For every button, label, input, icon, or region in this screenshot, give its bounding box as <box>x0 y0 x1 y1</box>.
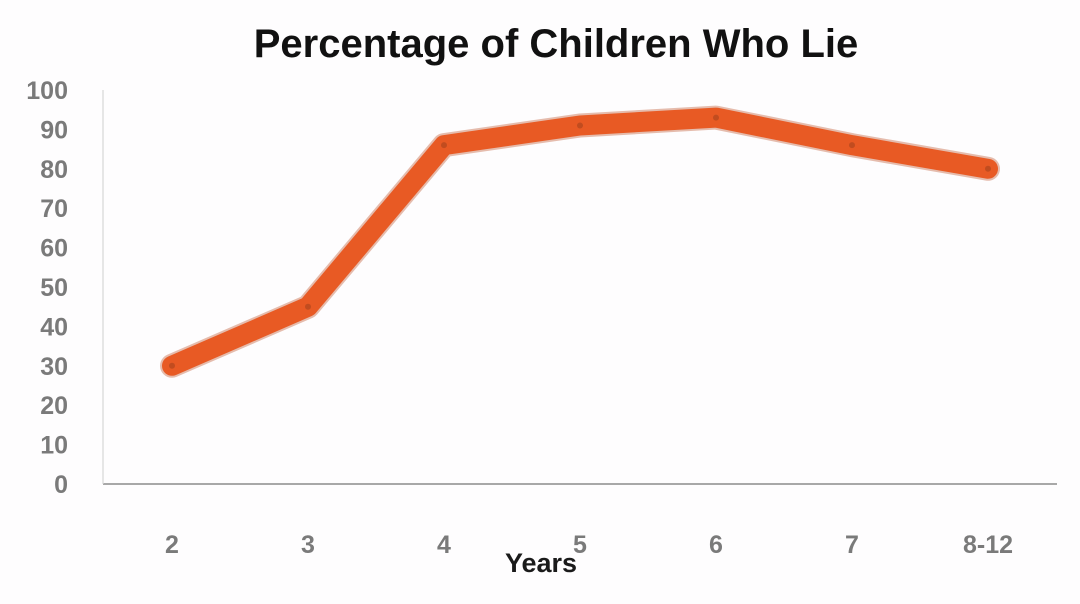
y-tick-label: 90 <box>40 116 68 144</box>
x-tick-label: 2 <box>165 531 179 559</box>
y-tick-label: 30 <box>40 353 68 381</box>
data-point <box>305 303 311 310</box>
y-tick-label: 40 <box>40 313 68 341</box>
y-tick-label: 100 <box>26 77 68 105</box>
x-tick-label: 7 <box>845 531 859 559</box>
x-tick-label: 3 <box>301 531 315 559</box>
data-point <box>985 165 991 172</box>
x-tick-label: 6 <box>709 531 723 559</box>
x-tick-label: 5 <box>573 531 587 559</box>
x-axis-ticks: 2 3 4 5 6 7 8-12 <box>165 531 1013 559</box>
y-tick-label: 70 <box>40 195 68 223</box>
data-point <box>577 122 583 129</box>
y-tick-label: 0 <box>54 471 68 499</box>
data-point <box>713 114 719 121</box>
data-point <box>441 142 447 149</box>
series-line <box>162 107 998 376</box>
data-point <box>849 142 855 149</box>
y-tick-label: 20 <box>40 392 68 420</box>
x-tick-label: 8-12 <box>963 531 1013 559</box>
data-point <box>169 362 175 369</box>
y-tick-label: 80 <box>40 156 68 184</box>
y-tick-label: 10 <box>40 432 68 460</box>
series-group <box>160 105 1000 378</box>
y-tick-label: 50 <box>40 274 68 302</box>
chart-title: Percentage of Children Who Lie <box>254 22 859 66</box>
y-tick-label: 60 <box>40 235 68 263</box>
y-axis-ticks: 0 10 20 30 40 50 60 70 80 90 100 <box>26 77 68 499</box>
x-tick-label: 4 <box>437 531 451 559</box>
x-axis-label: Years <box>505 548 577 578</box>
